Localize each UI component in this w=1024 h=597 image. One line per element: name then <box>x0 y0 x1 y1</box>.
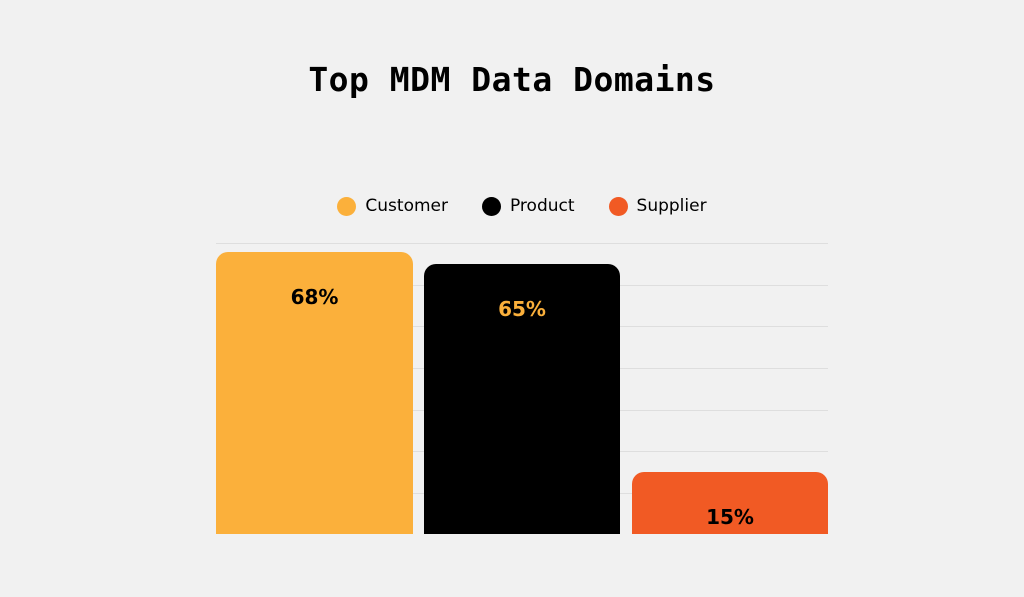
legend-item-product: Product <box>481 196 575 216</box>
legend-item-customer: Customer <box>337 196 448 216</box>
legend-swatch-customer <box>337 196 357 216</box>
legend-swatch-supplier <box>608 196 628 216</box>
plot-area: 68% 65% 15% <box>216 243 828 534</box>
bar-customer: 68% <box>216 252 413 534</box>
legend-label-customer: Customer <box>365 196 448 216</box>
bar-supplier: 15% <box>632 472 828 534</box>
legend-label-product: Product <box>509 196 575 216</box>
legend-label-supplier: Supplier <box>636 196 707 216</box>
bar-value-label: 68% <box>290 285 339 309</box>
bar-value-label: 65% <box>498 297 546 321</box>
chart-title: Top MDM Data Domains <box>308 60 716 99</box>
legend-swatch-product <box>481 196 501 216</box>
gridline <box>216 243 828 244</box>
legend: Customer Product Supplier <box>0 196 1024 216</box>
bar-product: 65% <box>424 264 620 534</box>
legend-item-supplier: Supplier <box>608 196 707 216</box>
bar-value-label: 15% <box>706 505 754 529</box>
